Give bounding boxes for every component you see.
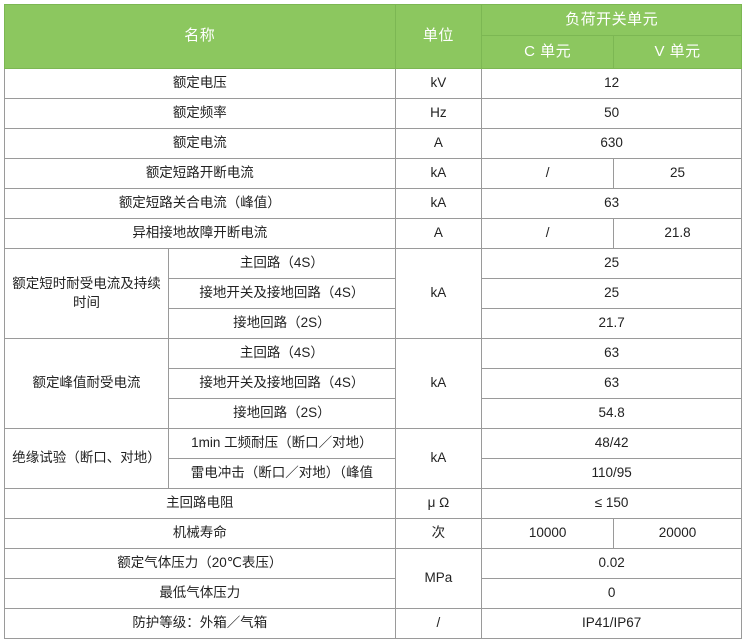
row-value-c: / [481, 218, 615, 249]
row-value: 25 [481, 248, 742, 279]
row-value: 63 [481, 188, 742, 219]
sub-label: 接地开关及接地回路（4S） [168, 278, 396, 309]
group-unit: kA [394, 428, 483, 489]
row-value: 110/95 [481, 458, 742, 489]
header-row-2: C 单元 V 单元 [5, 35, 742, 69]
row-label: 额定电流 [4, 128, 396, 159]
row-value: 48/42 [481, 428, 742, 459]
row-label: 异相接地故障开断电流 [4, 218, 396, 249]
header-name: 名称 [4, 4, 396, 69]
header-group-load-switch-unit: 负荷开关单元 [481, 4, 742, 36]
table-row: 接地开关及接地回路（4S） 63 [5, 368, 742, 399]
group-unit: MPa [394, 548, 483, 609]
row-value: 630 [481, 128, 742, 159]
row-value: 54.8 [481, 398, 742, 429]
table-row: 额定短路开断电流 kA / 25 [4, 158, 742, 189]
group-unit: kA [394, 248, 483, 339]
table-row: 额定短时耐受电流及持续时间 主回路（4S） kA 25 [3, 248, 742, 339]
row-value: IP41/IP67 [481, 608, 742, 639]
row-value: 25 [481, 278, 742, 309]
row-value: 0 [481, 578, 742, 609]
row-value-c: / [481, 158, 615, 189]
sub-label: 雷电冲击（断口／对地）（峰值 [168, 458, 396, 489]
row-value: 63 [481, 338, 742, 369]
table-row: 机械寿命 次 10000 20000 [4, 518, 742, 549]
row-value: 63 [481, 368, 742, 399]
table-row: 主回路电阻 μ Ω ≤ 150 [4, 488, 742, 519]
row-label: 主回路电阻 [4, 488, 396, 519]
table-row: 额定频率 Hz 50 [4, 98, 742, 129]
header-row-1: 名称 单位 负荷开关单元 [4, 4, 742, 69]
row-label: 额定气体压力（20℃表压） [4, 548, 396, 579]
table-row: 防护等级：外箱／气箱 / IP41/IP67 [4, 608, 742, 639]
header-sub-c-unit: C 单元 [481, 35, 615, 69]
row-value-v: 25 [613, 158, 742, 189]
row-unit: kA [394, 188, 483, 219]
group-unit: kA [394, 338, 483, 429]
group-label-rated-short-time-withstand: 额定短时耐受电流及持续时间 [3, 248, 170, 339]
table-header: 名称 单位 负荷开关单元 C 单元 V 单元 [4, 4, 742, 69]
table-row: 接地回路（2S） 21.7 [5, 308, 742, 339]
header-unit: 单位 [394, 4, 483, 69]
group-label-rated-peak-withstand: 额定峰值耐受电流 [3, 338, 170, 429]
sub-label: 主回路（4S） [168, 338, 396, 369]
table-row: 绝缘试验（断口、对地） 1min 工频耐压（断口／对地） kA 48/42 [3, 428, 742, 489]
row-value: 0.02 [481, 548, 742, 579]
group-label-insulation-test: 绝缘试验（断口、对地） [3, 428, 170, 489]
row-value: 21.7 [481, 308, 742, 339]
row-value: 12 [481, 68, 742, 99]
row-label: 最低气体压力 [4, 578, 396, 609]
row-value: ≤ 150 [481, 488, 742, 519]
table-row: 额定短路关合电流（峰值） kA 63 [4, 188, 742, 219]
sub-label: 接地回路（2S） [168, 308, 396, 339]
table-row: 额定峰值耐受电流 主回路（4S） kA 63 [3, 338, 742, 429]
row-label: 额定短路关合电流（峰值） [4, 188, 396, 219]
table-row: 最低气体压力 0 [4, 578, 742, 609]
row-value-c: 10000 [481, 518, 615, 549]
row-value-v: 20000 [613, 518, 742, 549]
specification-table: 名称 单位 负荷开关单元 C 单元 V 单元 额定电压 kV 12 额定频率 H… [3, 4, 742, 639]
row-label: 额定短路开断电流 [4, 158, 396, 189]
sub-label: 接地回路（2S） [168, 398, 396, 429]
row-label: 额定电压 [4, 68, 396, 99]
row-unit: kA [394, 158, 483, 189]
row-unit: μ Ω [394, 488, 483, 519]
row-unit: Hz [394, 98, 483, 129]
row-label: 机械寿命 [4, 518, 396, 549]
row-unit: A [394, 128, 483, 159]
row-label: 额定频率 [4, 98, 396, 129]
row-value-v: 21.8 [613, 218, 742, 249]
sub-label: 主回路（4S） [168, 248, 396, 279]
row-unit: 次 [394, 518, 483, 549]
table-row: 接地回路（2S） 54.8 [5, 398, 742, 429]
header-sub-v-unit: V 单元 [613, 35, 742, 69]
table-row: 异相接地故障开断电流 A / 21.8 [4, 218, 742, 249]
table-row: 雷电冲击（断口／对地）（峰值 110/95 [5, 458, 742, 489]
table-row: 额定电压 kV 12 [4, 68, 742, 99]
sub-label: 接地开关及接地回路（4S） [168, 368, 396, 399]
row-label: 防护等级：外箱／气箱 [4, 608, 396, 639]
row-unit: kV [394, 68, 483, 99]
row-unit: / [394, 608, 483, 639]
row-value: 50 [481, 98, 742, 129]
table-row: 额定电流 A 630 [4, 128, 742, 159]
table-body: 额定电压 kV 12 额定频率 Hz 50 额定电流 A 630 额定短路开断电… [3, 68, 742, 639]
table-row: 额定气体压力（20℃表压） MPa 0.02 [4, 548, 742, 609]
table-row: 接地开关及接地回路（4S） 25 [5, 278, 742, 309]
row-unit: A [394, 218, 483, 249]
sub-label: 1min 工频耐压（断口／对地） [168, 428, 396, 459]
